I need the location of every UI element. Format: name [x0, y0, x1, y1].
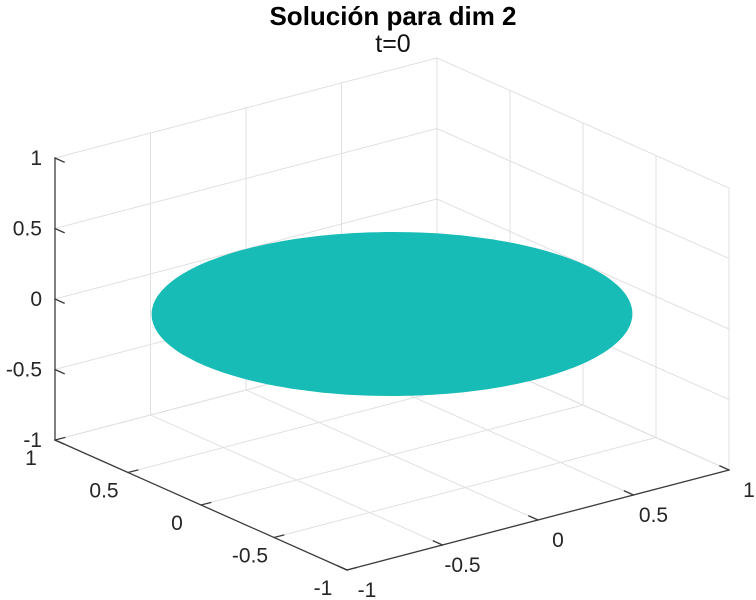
x-tick-label: 0.5 [639, 504, 668, 527]
figure-title: Solución para dim 2 [269, 1, 516, 31]
z-tick-label: 0 [30, 288, 42, 311]
y-tick-label: 0.5 [89, 480, 118, 503]
y-tick-label: 1 [25, 447, 37, 470]
y-tick-label: -0.5 [232, 545, 268, 568]
z-tick-label: 0.5 [13, 218, 42, 241]
z-tick-label: 1 [30, 147, 42, 170]
y-tick-label: -1 [314, 577, 333, 600]
x-tick-label: 0 [552, 529, 564, 552]
y-tick-label: 0 [171, 512, 183, 535]
z-tick-label: -0.5 [6, 359, 42, 382]
x-tick-label: -0.5 [444, 554, 480, 577]
figure-subtitle: t=0 [375, 30, 410, 58]
axes-lines [54, 157, 730, 571]
z-tick-label: -1 [23, 429, 42, 452]
x-tick-label: 1 [743, 479, 755, 502]
x-tick-label: -1 [358, 579, 377, 600]
solution-disc [151, 232, 633, 396]
